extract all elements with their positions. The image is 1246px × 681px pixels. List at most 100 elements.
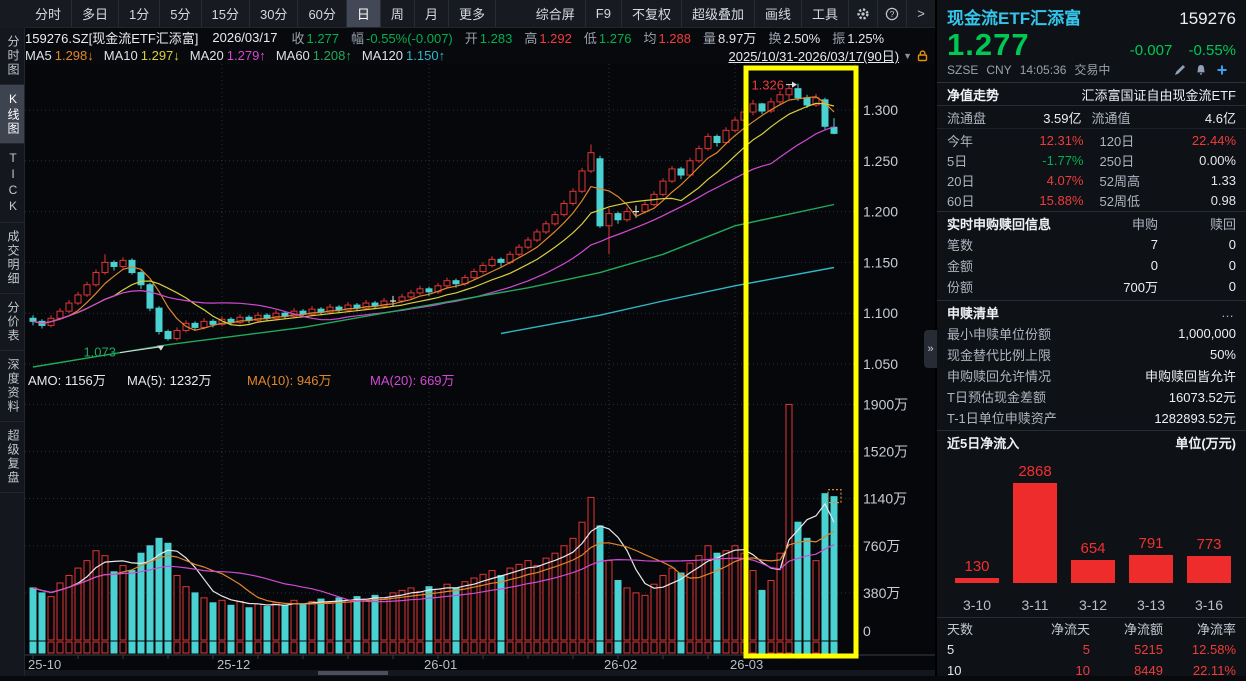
inflow-bar-3-16: [1187, 556, 1231, 583]
perf-60日: 60日 15.88%: [947, 192, 1084, 209]
sidebar-item-深度资料[interactable]: 深度资料: [0, 351, 24, 422]
kline-chart[interactable]: 1.300 1.250 1.200 1.150 1.100 1.050 1900万 1520万…: [25, 64, 935, 676]
sidebar-item-成交明细[interactable]: 成交明细: [0, 223, 24, 294]
toolbar-item-60分[interactable]: 60分: [298, 0, 347, 27]
rt-row-笔数: 笔数 7 0: [947, 237, 1236, 253]
inflow-date-3-16: 3-16: [1194, 597, 1224, 613]
panel-collapse-tab[interactable]: »: [924, 330, 937, 368]
nav-trend-label: 净值走势: [947, 87, 1000, 103]
toolbar-item-15分[interactable]: 15分: [202, 0, 250, 27]
inflow-date-3-12: 3-12: [1078, 597, 1108, 613]
inflow-value-3-10: 130: [964, 558, 990, 576]
sidebar-item-K线图[interactable]: K线图: [0, 85, 24, 144]
price-change: -0.007: [1129, 42, 1173, 59]
realtime-subscribe-header: 实时申购赎回信息 申购 赎回: [937, 212, 1246, 234]
quote-field-开: 开 1.283: [464, 31, 513, 46]
svg-text:1.200: 1.200: [863, 204, 898, 220]
inflow-date-3-10: 3-10: [962, 597, 992, 613]
net-inflow-table: 天数 净流天 净流额 净流率 5 5 5215 12.58% 10 10 8449 22.11%: [937, 617, 1246, 681]
ma-legend-MA120: MA120 1.150↑: [361, 48, 446, 63]
inflow-value-3-16: 773: [1196, 536, 1222, 554]
nav-fund-fullname: 汇添富国证自由现金流ETF: [1081, 87, 1236, 103]
kline-chart-area[interactable]: 1.300 1.250 1.200 1.150 1.100 1.050 1900万 1520万…: [25, 64, 935, 676]
alert-bell-icon[interactable]: [1195, 64, 1207, 76]
sidebar-item-超级复盘[interactable]: 超级复盘: [0, 422, 24, 493]
toolbar-item-工具[interactable]: 工具: [802, 0, 849, 27]
svg-text:MA(5): 1232万: MA(5): 1232万: [127, 373, 212, 388]
settings-gear-icon[interactable]: [849, 0, 878, 27]
inflow-date-3-11: 3-11: [1021, 597, 1049, 613]
inflow-bar-3-12: [1071, 560, 1115, 583]
circ-流通盘: 流通盘 3.59亿: [947, 110, 1082, 126]
more-ellipsis[interactable]: …: [1221, 304, 1236, 320]
quote-info-bar: 159276.SZ[现金流ETF汇添富] 2026/03/17 收 1.277 幅 -…: [25, 28, 935, 47]
sidebar-item-分价表[interactable]: 分价表: [0, 294, 24, 351]
svg-text:1900万: 1900万: [863, 396, 908, 412]
toolbar-item-日[interactable]: 日: [346, 0, 381, 27]
perf-52周低: 52周低 0.98: [1099, 192, 1237, 209]
sidebar-item-TICK[interactable]: TICK: [0, 144, 24, 223]
toolbar-item-周[interactable]: 周: [381, 0, 415, 27]
toolbar-spacer: [496, 0, 526, 27]
nav-trend-row[interactable]: 净值走势 汇添富国证自由现金流ETF: [937, 83, 1246, 106]
quote-field-幅: 幅 -0.55%(-0.007): [351, 31, 453, 46]
subscribe-list-title: 申赎清单: [947, 305, 1000, 321]
ma-legend-MA10: MA10 1.297↓: [103, 48, 180, 63]
quote-field-低: 低 1.276: [583, 31, 632, 46]
caret-down-icon[interactable]: ▼: [903, 50, 912, 61]
symbol-label: 159276.SZ[现金流ETF汇添富]: [25, 31, 199, 46]
date-range-selector[interactable]: 2025/10/31-2026/03/17(90日): [728, 49, 900, 64]
svg-text:1.100: 1.100: [863, 305, 898, 321]
svg-text:1.300: 1.300: [863, 102, 898, 118]
perf-20日: 20日 4.07%: [947, 172, 1084, 189]
svg-text:760万: 760万: [863, 538, 900, 554]
toolbar-item-综合屏[interactable]: 综合屏: [526, 0, 586, 27]
svg-text:MA(10): 946万: MA(10): 946万: [247, 373, 332, 388]
currency-label: CNY: [986, 62, 1012, 77]
perf-5日: 5日 -1.77%: [947, 152, 1084, 169]
quote-detail-panel: 现金流ETF汇添富 159276 1.277 -0.007 -0.55% SZS…: [935, 0, 1246, 678]
quote-field-收: 收 1.277: [291, 31, 340, 46]
lock-icon[interactable]: [916, 49, 929, 62]
quote-field-量: 量 8.97万: [703, 31, 757, 46]
toolbar-item-更多[interactable]: 更多: [449, 0, 496, 27]
quote-time: 14:05:36: [1019, 62, 1067, 77]
net-inflow-unit: 单位(万元): [1175, 435, 1236, 451]
circulation-row: 流通盘 3.59亿 流通值 4.6亿: [937, 106, 1246, 129]
subscribe-list-header: 申赎清单 …: [937, 300, 1246, 323]
toolbar-item-F9[interactable]: F9: [586, 0, 622, 27]
toolbar-item-多日[interactable]: 多日: [72, 0, 120, 27]
edit-pencil-icon[interactable]: [1174, 64, 1186, 76]
list-row-T-1日单位申赎资产: T-1日单位申赎资产 1282893.52元: [947, 411, 1236, 426]
toolbar-item-5分[interactable]: 5分: [160, 0, 202, 27]
toolbar-item-不复权[interactable]: 不复权: [622, 0, 682, 27]
toolbar-item-超级叠加[interactable]: 超级叠加: [682, 0, 755, 27]
table-header-row: 天数 净流天 净流额 净流率: [947, 622, 1236, 637]
inflow-date-3-13: 3-13: [1136, 597, 1166, 613]
toolbar-item-分时[interactable]: 分时: [25, 0, 73, 27]
net-inflow-header: 近5日净流入 单位(万元): [937, 430, 1246, 453]
svg-text:0: 0: [863, 623, 871, 639]
inflow-bar-3-10: [955, 578, 999, 583]
add-plus-icon[interactable]: [1216, 64, 1228, 76]
svg-text:380万: 380万: [863, 585, 900, 601]
list-row-最小申赎单位份额: 最小申赎单位份额 1,000,000: [947, 326, 1236, 342]
ma-legend-MA20: MA20 1.279↑: [189, 48, 266, 63]
last-price: 1.277: [947, 27, 1030, 62]
help-icon[interactable]: ?: [878, 0, 907, 27]
toolbar-item-画线[interactable]: 画线: [755, 0, 802, 27]
inflow-value-3-13: 791: [1138, 535, 1164, 553]
subscribe-col-label: 申购: [1131, 216, 1158, 232]
sidebar-item-分时图[interactable]: 分时图: [0, 28, 24, 85]
circ-流通值: 流通值 4.6亿: [1091, 110, 1237, 126]
chevron-right-icon[interactable]: >: [917, 6, 925, 21]
toolbar-item-30分[interactable]: 30分: [250, 0, 299, 27]
toolbar-item-月[interactable]: 月: [415, 0, 449, 27]
chart-scrollbar-thumb[interactable]: [318, 671, 388, 675]
quote-field-换: 换 2.50%: [768, 31, 821, 46]
rt-row-份额: 份额 700万 0: [947, 279, 1236, 295]
svg-text:26-03: 26-03: [730, 657, 763, 672]
fund-code: 159276: [1179, 9, 1236, 28]
toolbar-item-1分[interactable]: 1分: [119, 0, 161, 27]
perf-52周高: 52周高 1.33: [1099, 172, 1237, 189]
